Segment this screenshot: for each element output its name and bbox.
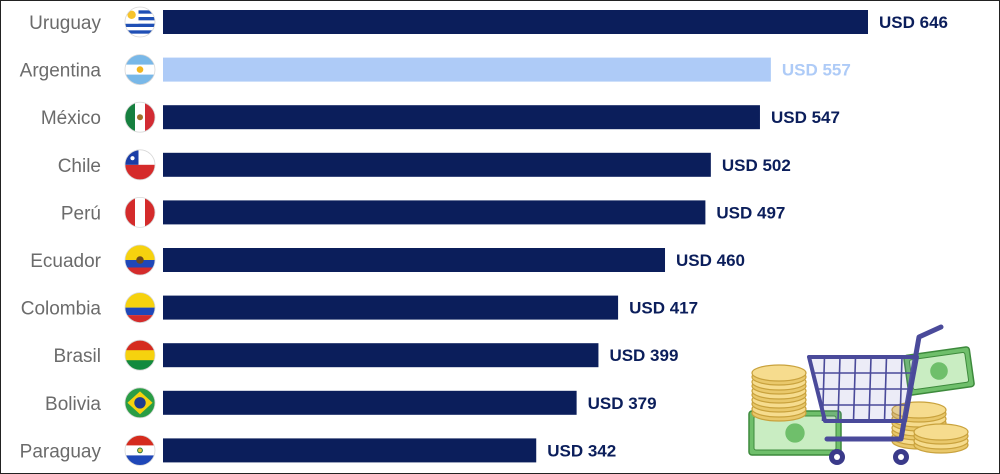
category-label: Chile (58, 156, 101, 177)
bar-row: Ecuador USD 460 (30, 244, 745, 276)
value-label: USD 502 (722, 156, 791, 175)
value-label: USD 547 (771, 108, 840, 127)
paraguay-flag-icon (124, 434, 156, 466)
category-label: Ecuador (30, 251, 101, 272)
value-label: USD 557 (782, 61, 851, 80)
argentina-flag-icon (124, 54, 156, 85)
value-label: USD 497 (716, 203, 785, 222)
brazil-flag-icon (124, 387, 156, 419)
category-label: Bolivia (45, 394, 101, 415)
bar-row: Chile USD 502 (58, 149, 791, 181)
bar (163, 200, 706, 225)
category-label: Colombia (21, 299, 102, 320)
category-label: México (41, 108, 101, 129)
bar (163, 343, 599, 368)
category-label: Argentina (20, 61, 102, 82)
bar-row: Paraguay USD 342 (20, 434, 616, 466)
ecuador-flag-icon (124, 244, 156, 276)
value-label: USD 417 (629, 299, 698, 318)
bar-row: Colombia USD 417 (21, 292, 698, 324)
value-label: USD 646 (879, 13, 948, 32)
bar-row: Bolivia USD 379 (45, 387, 657, 419)
bar-row: México USD 547 (41, 101, 840, 133)
bar (163, 295, 619, 320)
bar (163, 57, 771, 82)
bar-row: Uruguay USD 646 (29, 6, 948, 38)
mexico-flag-icon (124, 101, 156, 133)
bar (163, 248, 666, 272)
bar-row: Perú USD 497 (61, 196, 785, 228)
peru-flag-icon (124, 196, 156, 228)
bar (163, 152, 711, 177)
category-label: Brasil (53, 346, 101, 367)
bar (163, 438, 537, 463)
chile-flag-icon (124, 149, 156, 181)
uruguay-flag-icon (124, 6, 156, 38)
bar (163, 10, 868, 34)
category-label: Paraguay (20, 441, 102, 462)
bar-row: Argentina USD 557 (20, 54, 851, 85)
bar (163, 105, 760, 130)
shopping-cart-with-money-icon (748, 324, 975, 465)
value-label: USD 399 (609, 346, 678, 365)
bar (163, 390, 577, 415)
value-label: USD 379 (588, 394, 657, 413)
category-label: Perú (61, 203, 101, 224)
value-label: USD 460 (676, 251, 745, 270)
colombia-flag-icon (124, 292, 156, 324)
bolivia-flag-icon (124, 339, 156, 371)
bar-row: Brasil USD 399 (53, 339, 678, 371)
value-label: USD 342 (547, 441, 616, 460)
category-label: Uruguay (29, 13, 101, 34)
